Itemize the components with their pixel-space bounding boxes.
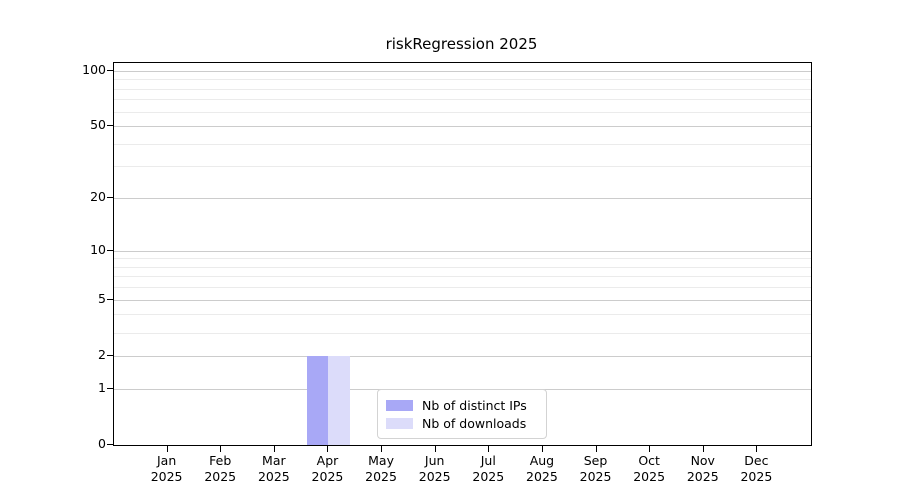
x-tick-label-month: Nov — [690, 453, 715, 468]
y-tick — [107, 197, 113, 198]
minor-gridline — [114, 79, 811, 81]
x-tick — [649, 446, 651, 452]
x-tick-label-month: May — [368, 453, 394, 468]
legend-label-downloads: Nb of downloads — [422, 415, 527, 431]
x-tick-label-month: Jan — [156, 453, 177, 468]
x-tick-label: May 2025 — [349, 453, 413, 485]
legend-item-downloads: Nb of downloads — [386, 414, 537, 432]
x-tick-label: Feb 2025 — [188, 453, 252, 485]
y-tick-label: 1 — [98, 379, 106, 395]
x-tick-label: Nov 2025 — [671, 453, 735, 485]
x-tick — [273, 446, 275, 452]
y-tick-label: 20 — [90, 189, 106, 205]
minor-gridline — [114, 332, 811, 334]
legend-swatch-distinct-ips — [386, 399, 413, 411]
y-tick-label: 10 — [90, 241, 106, 257]
x-tick — [381, 446, 383, 452]
x-tick-label-month: Aug — [529, 453, 555, 468]
major-gridline — [114, 70, 811, 72]
y-tick-label: 2 — [98, 346, 106, 362]
legend-item-distinct-ips: Nb of distinct IPs — [386, 396, 537, 414]
x-tick-label-year: 2025 — [526, 469, 558, 484]
x-tick — [595, 446, 597, 452]
x-tick-label-year: 2025 — [740, 469, 773, 484]
minor-gridline — [114, 287, 811, 289]
major-gridline — [114, 126, 811, 128]
major-gridline — [114, 355, 811, 357]
x-tick — [756, 446, 758, 452]
minor-gridline — [114, 258, 811, 260]
bar-nb-of-distinct-ips-apr — [306, 355, 329, 445]
x-tick-label-month: Dec — [744, 453, 769, 468]
x-tick-label-year: 2025 — [365, 469, 397, 484]
y-tick-label: 100 — [82, 61, 106, 77]
chart-title: riskRegression 2025 — [385, 35, 538, 53]
minor-gridline — [114, 314, 811, 316]
minor-gridline — [114, 88, 811, 90]
x-tick-label-year: 2025 — [633, 469, 666, 484]
x-tick — [327, 446, 329, 452]
x-tick — [702, 446, 704, 452]
x-tick-label-year: 2025 — [418, 469, 451, 484]
y-tick-label: 0 — [98, 436, 106, 451]
minor-gridline — [114, 166, 811, 168]
minor-gridline — [114, 266, 811, 268]
x-tick-label-year: 2025 — [579, 469, 612, 484]
x-tick-label-year: 2025 — [472, 469, 505, 484]
x-tick — [220, 446, 222, 452]
legend-swatch-downloads — [386, 417, 413, 429]
legend: Nb of distinct IPs Nb of downloads — [377, 389, 547, 439]
major-gridline — [114, 198, 811, 200]
y-tick — [107, 299, 113, 300]
y-tick-label: 5 — [98, 290, 106, 306]
x-tick-label: Aug 2025 — [510, 453, 574, 485]
legend-label-distinct-ips: Nb of distinct IPs — [422, 397, 527, 413]
y-tick — [107, 355, 113, 356]
plot-area: Nb of distinct IPs Nb of downloads — [113, 62, 812, 446]
y-tick-label: 50 — [90, 117, 106, 133]
x-tick — [488, 446, 490, 452]
x-tick-label: Jun 2025 — [403, 453, 467, 485]
minor-gridline — [114, 111, 811, 113]
major-gridline — [114, 250, 811, 252]
major-gridline — [114, 299, 811, 301]
x-tick-label-year: 2025 — [311, 469, 344, 484]
x-tick — [541, 446, 543, 452]
x-tick-label: Mar 2025 — [242, 453, 306, 485]
x-tick-label: Apr 2025 — [295, 453, 359, 485]
y-tick — [107, 250, 113, 251]
y-tick — [107, 388, 113, 389]
x-tick-label-month: Oct — [638, 453, 660, 468]
x-tick-label-month: Mar — [262, 453, 286, 468]
x-tick-label-month: Apr — [316, 453, 339, 468]
x-tick-label-month: Jun — [424, 453, 445, 468]
x-tick-label-month: Jul — [480, 453, 496, 468]
x-tick-label-year: 2025 — [150, 469, 183, 484]
x-tick-label: Jul 2025 — [456, 453, 520, 485]
x-tick-label: Dec 2025 — [724, 453, 788, 485]
x-tick-label: Jan 2025 — [135, 453, 199, 485]
y-tick — [107, 70, 113, 71]
x-tick — [166, 446, 168, 452]
y-tick — [107, 444, 113, 445]
minor-gridline — [114, 143, 811, 145]
x-tick-label-month: Sep — [583, 453, 608, 468]
x-tick-label-year: 2025 — [204, 469, 237, 484]
x-tick — [434, 446, 436, 452]
x-tick-label-month: Feb — [209, 453, 232, 468]
x-tick-label-year: 2025 — [686, 469, 719, 484]
bar-nb-of-downloads-apr — [328, 355, 350, 445]
x-tick-label: Oct 2025 — [617, 453, 681, 485]
minor-gridline — [114, 99, 811, 101]
minor-gridline — [114, 276, 811, 278]
x-tick-label-year: 2025 — [257, 469, 290, 484]
y-tick — [107, 125, 113, 126]
x-tick-label: Sep 2025 — [564, 453, 628, 485]
